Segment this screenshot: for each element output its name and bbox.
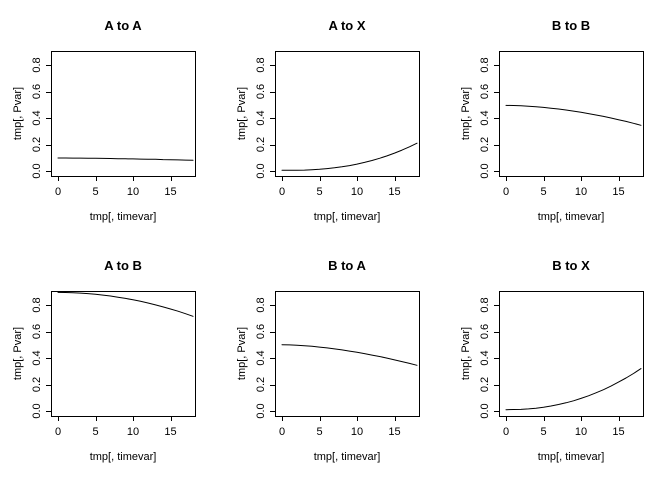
plot-canvas: 0 5 10 15 0.0 0.2 0.4 0.6 0.8 tmp[, timevar] tmp[,… — [236, 51, 420, 223]
plot-canvas: 0 5 10 15 0.0 0.2 0.4 0.6 0.8 tmp[, timevar] tmp[,… — [460, 291, 644, 463]
x-tick-label: 10 — [575, 426, 587, 438]
plot-title: B to B — [551, 18, 591, 33]
plot-box — [275, 51, 420, 177]
y-tick-label: 0.8 — [479, 297, 491, 312]
x-axis-label: tmp[, timevar] — [90, 211, 157, 223]
plot-canvas: 0 5 10 15 0.0 0.2 0.4 0.6 0.8 tmp[, timevar] tmp[,… — [12, 291, 196, 463]
x-tick-label: 0 — [55, 426, 61, 438]
y-tick-label: 0.2 — [255, 137, 267, 152]
y-axis-label: tmp[, Pvar] — [460, 87, 472, 140]
y-tick-label: 0.2 — [479, 137, 491, 152]
x-tick-label: 10 — [351, 426, 363, 438]
x-tick-label: 5 — [92, 186, 98, 198]
x-tick-label: 10 — [575, 186, 587, 198]
y-tick-label: 0.6 — [479, 324, 491, 339]
y-tick-label: 0.8 — [479, 57, 491, 72]
plot-panel-a-to-x: 0 5 10 15 0.0 0.2 0.4 0.6 0.8 tmp[, timevar] tmp[,… — [224, 0, 448, 240]
data-curve — [281, 344, 418, 366]
plot-title: B to A — [328, 258, 366, 273]
y-tick-label: 0.0 — [255, 403, 267, 418]
data-curve — [281, 142, 418, 171]
x-tick-label: 0 — [279, 426, 285, 438]
x-tick-label: 5 — [316, 186, 322, 198]
data-curve — [505, 104, 642, 126]
x-tick-label: 0 — [503, 186, 509, 198]
plot-box — [275, 291, 420, 417]
x-axis-label: tmp[, timevar] — [538, 451, 605, 463]
y-axis-label: tmp[, Pvar] — [460, 327, 472, 380]
x-tick-label: 15 — [388, 186, 400, 198]
y-tick-label: 0.2 — [31, 137, 43, 152]
y-tick-label: 0.2 — [479, 377, 491, 392]
plot-title: A to A — [104, 18, 142, 33]
y-tick-label: 0.6 — [255, 324, 267, 339]
x-axis-label: tmp[, timevar] — [90, 451, 157, 463]
plot-panel-b-to-a: 0 5 10 15 0.0 0.2 0.4 0.6 0.8 tmp[, timevar] tmp[,… — [224, 240, 448, 480]
x-tick-label: 5 — [540, 186, 546, 198]
plot-box — [499, 291, 644, 417]
y-tick-label: 0.0 — [31, 403, 43, 418]
y-tick-label: 0.8 — [255, 57, 267, 72]
plot-title: A to B — [104, 258, 142, 273]
x-tick-label: 15 — [612, 426, 624, 438]
y-axis-label: tmp[, Pvar] — [12, 327, 24, 380]
plot-panel-b-to-x: 0 5 10 15 0.0 0.2 0.4 0.6 0.8 tmp[, timevar] tmp[,… — [448, 240, 672, 480]
y-axis-label: tmp[, Pvar] — [236, 327, 248, 380]
y-tick-label: 0.4 — [255, 110, 267, 125]
y-tick-label: 0.0 — [479, 163, 491, 178]
plot-canvas: 0 5 10 15 0.0 0.2 0.4 0.6 0.8 tmp[, timevar] tmp[,… — [12, 51, 196, 223]
y-tick-label: 0.4 — [479, 350, 491, 365]
x-tick-label: 15 — [612, 186, 624, 198]
y-tick-label: 0.0 — [31, 163, 43, 178]
plot-canvas: 0 5 10 15 0.0 0.2 0.4 0.6 0.8 tmp[, timevar] tmp[,… — [460, 51, 644, 223]
plot-box — [51, 291, 196, 417]
x-tick-label: 0 — [55, 186, 61, 198]
data-curve — [57, 157, 194, 161]
y-tick-label: 0.6 — [31, 84, 43, 99]
x-tick-label: 10 — [351, 186, 363, 198]
x-axis-label: tmp[, timevar] — [314, 211, 381, 223]
x-tick-label: 15 — [388, 426, 400, 438]
y-tick-label: 0.2 — [31, 377, 43, 392]
plot-panel-a-to-b: 0 5 10 15 0.0 0.2 0.4 0.6 0.8 tmp[, timevar] tmp[,… — [0, 240, 224, 480]
y-axis-label: tmp[, Pvar] — [12, 87, 24, 140]
x-tick-label: 15 — [164, 186, 176, 198]
x-tick-label: 10 — [127, 186, 139, 198]
x-axis-label: tmp[, timevar] — [538, 211, 605, 223]
plot-title: B to X — [552, 258, 590, 273]
y-tick-label: 0.4 — [255, 350, 267, 365]
data-curve — [57, 291, 194, 317]
plot-panel-b-to-b: 0 5 10 15 0.0 0.2 0.4 0.6 0.8 tmp[, timevar] tmp[,… — [448, 0, 672, 240]
y-tick-label: 0.8 — [31, 57, 43, 72]
y-tick-label: 0.4 — [479, 110, 491, 125]
y-tick-label: 0.4 — [31, 110, 43, 125]
x-tick-label: 5 — [316, 426, 322, 438]
plot-box — [499, 51, 644, 177]
x-tick-label: 5 — [540, 426, 546, 438]
plot-box — [51, 51, 196, 177]
x-axis-label: tmp[, timevar] — [314, 451, 381, 463]
data-curve — [505, 368, 642, 411]
y-tick-label: 0.6 — [479, 84, 491, 99]
plot-panel-a-to-a: 0 5 10 15 0.0 0.2 0.4 0.6 0.8 tmp[, timevar] tmp[,… — [0, 0, 224, 240]
x-tick-label: 0 — [279, 186, 285, 198]
y-axis-label: tmp[, Pvar] — [236, 87, 248, 140]
x-tick-label: 15 — [164, 426, 176, 438]
x-tick-label: 10 — [127, 426, 139, 438]
plot-title: A to X — [328, 18, 366, 33]
y-tick-label: 0.8 — [255, 297, 267, 312]
x-tick-label: 0 — [503, 426, 509, 438]
y-tick-label: 0.4 — [31, 350, 43, 365]
x-tick-label: 5 — [92, 426, 98, 438]
y-tick-label: 0.2 — [255, 377, 267, 392]
plot-canvas: 0 5 10 15 0.0 0.2 0.4 0.6 0.8 tmp[, timevar] tmp[,… — [236, 291, 420, 463]
y-tick-label: 0.6 — [31, 324, 43, 339]
y-tick-label: 0.8 — [31, 297, 43, 312]
y-tick-label: 0.6 — [255, 84, 267, 99]
y-tick-label: 0.0 — [479, 403, 491, 418]
y-tick-label: 0.0 — [255, 163, 267, 178]
